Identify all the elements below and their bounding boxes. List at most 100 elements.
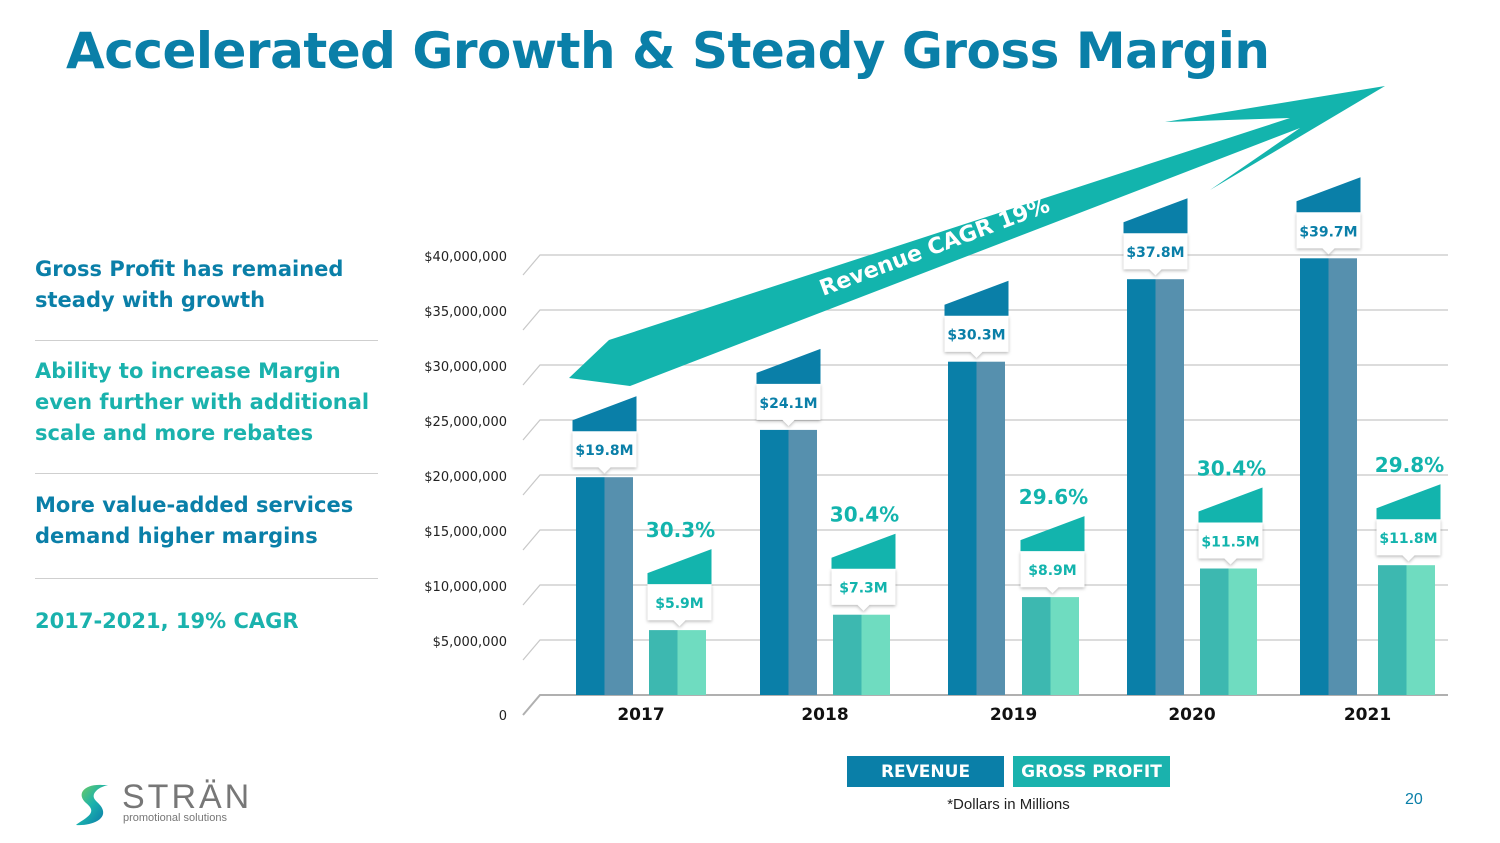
cagr-label: Revenue CAGR 19% — [816, 193, 1053, 302]
y-tick-label: 0 — [499, 709, 507, 724]
gross-profit-bar-shade-2019 — [1050, 597, 1079, 695]
bullet-line: even further with additional — [35, 390, 370, 414]
bullet-line: scale and more rebates — [35, 421, 314, 445]
bars — [576, 258, 1435, 695]
gross-profit-bar-shade-2018 — [861, 614, 890, 695]
footnote: *Dollars in Millions — [947, 796, 1070, 813]
revenue-bar-shade-2018 — [788, 429, 817, 695]
revenue-2019-value-label: $30.3M — [947, 328, 1005, 344]
gross-profit-2017-callout: $5.9M — [647, 549, 712, 627]
bullet-increase-margin: Ability to increase Margin even further … — [35, 356, 369, 449]
revenue-2018-callout-cap — [756, 348, 821, 384]
y-tick-label: $30,000,000 — [424, 360, 507, 375]
gross-profit-2018-callout-box — [831, 568, 896, 611]
x-axis-ticks: 2017 2018 2019 2020 2021 — [617, 705, 1391, 725]
gross-profit-2020-value-label: $11.5M — [1201, 535, 1259, 551]
bullet-line: More value-added services — [35, 493, 354, 517]
revenue-bar-2021 — [1300, 258, 1329, 695]
gross-profit-bar-shade-2017 — [677, 630, 706, 695]
gross-profit-2019-callout-box — [1020, 551, 1085, 594]
revenue-bar-2018 — [760, 429, 789, 695]
revenue-2020-callout-box — [1123, 233, 1188, 276]
x-tick-label: 2017 — [617, 705, 664, 725]
divider — [35, 578, 378, 579]
divider — [35, 473, 378, 474]
revenue-2021-callout-cap — [1296, 177, 1361, 213]
x-tick-label: 2021 — [1344, 705, 1391, 725]
legend-revenue: REVENUE — [847, 756, 1004, 787]
gross-profit-2017-callout-box — [647, 584, 712, 627]
revenue-2020-value-label: $37.8M — [1126, 245, 1184, 261]
revenue-2019-callout-cap — [944, 280, 1009, 316]
gross-profit-bar-shade-2021 — [1406, 565, 1435, 695]
cagr-arrow-shape — [569, 86, 1385, 386]
revenue-2021-callout-box — [1296, 212, 1361, 255]
y-tick-label: $10,000,000 — [424, 580, 507, 595]
gross-profit-2017-value-label: $5.9M — [655, 596, 703, 612]
divider — [35, 340, 378, 341]
revenue-bar-2019 — [948, 361, 977, 695]
y-tick-label: $40,000,000 — [424, 250, 507, 265]
gross-profit-2021-callout-cap — [1376, 484, 1441, 520]
gross-profit-bar-2021 — [1378, 565, 1407, 695]
bullet-value-added-services: More value-added services demand higher … — [35, 490, 353, 552]
gross-profit-2019-callout: $8.9M — [1020, 516, 1085, 594]
gross-profit-bar-2017 — [649, 630, 678, 695]
gross-profit-2020-callout-box — [1198, 522, 1263, 565]
bullet-line: steady with growth — [35, 288, 266, 312]
gross-profit-2020-callout: $11.5M — [1198, 487, 1263, 565]
revenue-2018-callout: $24.1M — [756, 348, 821, 426]
revenue-bar-shade-2021 — [1328, 258, 1357, 695]
gross-profit-bar-2018 — [833, 614, 862, 695]
revenue-bar-shade-2019 — [976, 361, 1005, 695]
logo-wordmark: STRÄN — [122, 778, 253, 816]
revenue-bar-2017 — [576, 477, 605, 695]
gross-margin-label-2019: 29.6% — [1019, 485, 1088, 509]
gross-margin-label-2020: 30.4% — [1197, 457, 1266, 481]
revenue-2017-callout-box — [572, 431, 637, 474]
y-tick-label: $25,000,000 — [424, 415, 507, 430]
gross-profit-2018-callout-cap — [831, 533, 896, 569]
revenue-2020-callout-cap — [1123, 198, 1188, 234]
company-logo: STRÄN promotional solutions — [72, 778, 262, 830]
revenue-2019-callout-box — [944, 315, 1009, 358]
y-axis-ticks: 0 $5,000,000 $10,000,000 $15,000,000 $20,000… — [424, 250, 507, 724]
bullet-cagr: 2017-2021, 19% CAGR — [35, 606, 299, 637]
gross-profit-2020-callout-cap — [1198, 487, 1263, 523]
data-labels: $19.8M $5.9M 30.3% $24.1M $7.3M 30.4% $30.3M $8… — [572, 177, 1444, 627]
revenue-bar-2020 — [1127, 279, 1156, 695]
y-tick-label: $5,000,000 — [433, 635, 507, 650]
y-tick-label: $15,000,000 — [424, 525, 507, 540]
gross-profit-2019-value-label: $8.9M — [1028, 563, 1076, 579]
bullet-line: demand higher margins — [35, 524, 318, 548]
gross-profit-bar-2020 — [1200, 568, 1229, 695]
gross-profit-2017-callout-cap — [647, 549, 712, 585]
logo-tagline: promotional solutions — [123, 812, 227, 824]
gross-profit-2018-callout: $7.3M — [831, 533, 896, 611]
revenue-2021-value-label: $39.7M — [1299, 224, 1357, 240]
x-tick-label: 2019 — [990, 705, 1037, 725]
gross-profit-bar-2019 — [1022, 597, 1051, 695]
revenue-2020-callout: $37.8M — [1123, 198, 1188, 276]
revenue-2017-callout-cap — [572, 396, 637, 432]
x-tick-label: 2018 — [801, 705, 848, 725]
revenue-bar-shade-2020 — [1155, 279, 1184, 695]
legend-gross-profit: GROSS PROFIT — [1013, 756, 1170, 787]
page-number: 20 — [1405, 791, 1423, 808]
revenue-2019-callout: $30.3M — [944, 280, 1009, 358]
bullet-line: Gross Profit has remained — [35, 257, 344, 281]
gross-profit-2021-callout-box — [1376, 519, 1441, 562]
revenue-2021-callout: $39.7M — [1296, 177, 1361, 255]
logo-swirl-icon — [76, 784, 108, 826]
gross-profit-2018-value-label: $7.3M — [839, 581, 887, 597]
bullet-line: 2017-2021, 19% CAGR — [35, 609, 299, 633]
gross-profit-2021-callout: $11.8M — [1376, 484, 1441, 562]
revenue-2018-callout-box — [756, 383, 821, 426]
y-tick-label: $35,000,000 — [424, 305, 507, 320]
y-tick-label: $20,000,000 — [424, 470, 507, 485]
gross-profit-2021-value-label: $11.8M — [1379, 531, 1437, 547]
revenue-2017-callout: $19.8M — [572, 396, 637, 474]
revenue-2017-value-label: $19.8M — [575, 443, 633, 459]
gross-profit-2019-callout-cap — [1020, 516, 1085, 552]
gross-margin-label-2017: 30.3% — [646, 518, 715, 542]
